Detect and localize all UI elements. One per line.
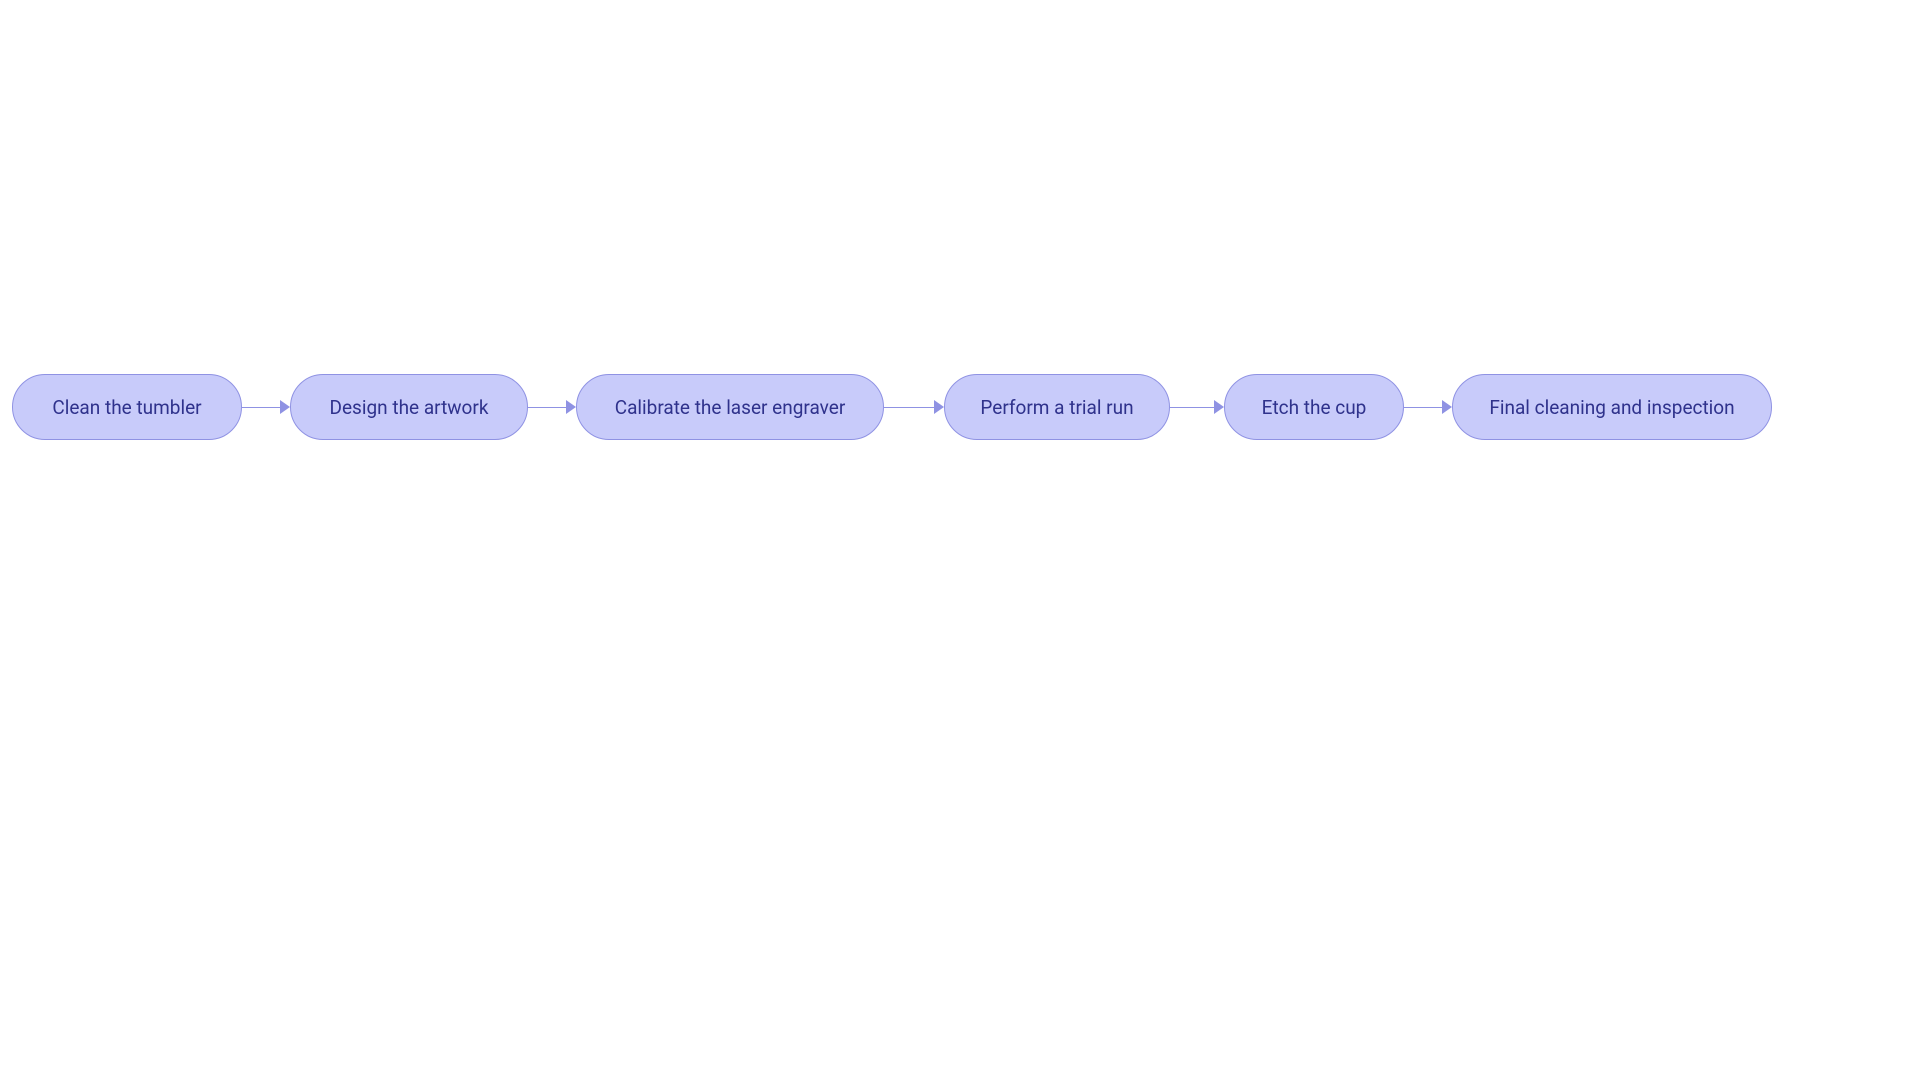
flowchart-node: Etch the cup (1224, 374, 1404, 440)
flowchart-edge-line (884, 407, 934, 408)
flowchart-edge-line (1404, 407, 1442, 408)
flowchart-edge-line (1170, 407, 1214, 408)
flowchart-edge (884, 400, 944, 414)
flowchart-node-label: Clean the tumbler (52, 396, 201, 419)
arrow-right-icon (280, 400, 290, 414)
flowchart-node: Design the artwork (290, 374, 528, 440)
arrow-right-icon (934, 400, 944, 414)
flowchart-node: Clean the tumbler (12, 374, 242, 440)
flowchart-node-label: Etch the cup (1262, 396, 1367, 419)
flowchart-edge (242, 400, 290, 414)
flowchart-edge (1170, 400, 1224, 414)
flowchart-node: Calibrate the laser engraver (576, 374, 884, 440)
arrow-right-icon (1442, 400, 1452, 414)
flowchart-node-label: Calibrate the laser engraver (615, 396, 846, 419)
flowchart-node-label: Perform a trial run (980, 396, 1133, 419)
flowchart-edge-line (242, 407, 280, 408)
flowchart-node-label: Design the artwork (330, 396, 489, 419)
flowchart-edge (528, 400, 576, 414)
flowchart-row: Clean the tumbler Design the artwork Calib… (0, 374, 1920, 440)
flowchart-node: Perform a trial run (944, 374, 1170, 440)
flowchart-node: Final cleaning and inspection (1452, 374, 1772, 440)
arrow-right-icon (566, 400, 576, 414)
flowchart-edge-line (528, 407, 566, 408)
flowchart-edge (1404, 400, 1452, 414)
flowchart-node-label: Final cleaning and inspection (1489, 396, 1734, 419)
arrow-right-icon (1214, 400, 1224, 414)
